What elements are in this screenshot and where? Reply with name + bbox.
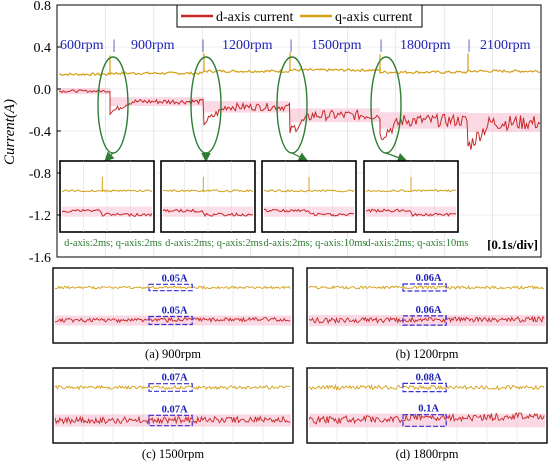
ripple-panel: 0.07A 0.07A (c) 1500rpm (52, 367, 294, 461)
y-tick-label: 0.4 (34, 41, 52, 56)
speed-label: 600rpm (60, 38, 104, 53)
zoom-inset-caption: d-axis:2ms; q-axis:10ms (366, 238, 469, 249)
zoom-inset-d-trace (263, 208, 355, 217)
ripple-label-d: 0.06A (416, 305, 442, 316)
ripple-panel-d-trace (308, 412, 545, 425)
speed-separator: | (380, 38, 383, 53)
zoom-inset: d-axis:2ms; q-axis:2ms (160, 160, 263, 249)
ripple-panel-d-band (309, 413, 545, 428)
legend: d-axis current q-axis current (176, 4, 423, 28)
ripple-label-q: 0.06A (416, 273, 442, 284)
ripple-panel-caption: (a) 900rpm (145, 347, 201, 361)
speed-separator: | (113, 38, 116, 53)
time-scale-label: [0.1s/div] (487, 237, 538, 252)
ripple-label-d: 0.1A (418, 404, 439, 415)
ripple-box-d (402, 414, 447, 427)
zoom-inset-q-trace (62, 189, 153, 193)
zoom-inset: d-axis:2ms; q-axis:10ms (363, 160, 469, 249)
ripple-panel: 0.06A 0.06A (b) 1200rpm (306, 267, 548, 361)
y-axis-ticks: 0.8 0.4 0.0 -0.4 -0.8 -1.2 -1.6 (29, 0, 61, 266)
speed-labels: 600rpm 900rpm 1200rpm 1500rpm 1800rpm 2100rpm… (60, 38, 531, 53)
zoom-inset-d-trace (162, 208, 254, 218)
zoom-inset-d-trace (365, 208, 457, 217)
legend-label-d-axis: d-axis current (216, 10, 293, 25)
zoom-inset-q-trace (365, 189, 457, 193)
ripple-panel-q-trace (54, 285, 291, 290)
zoom-inset-q-trace (162, 189, 254, 193)
zoom-inset: d-axis:2ms; q-axis:10ms (261, 160, 367, 249)
ripple-label-q: 0.08A (416, 372, 442, 383)
y-tick-label: -1.2 (29, 209, 51, 224)
ripple-panel-q-trace (308, 285, 545, 290)
ripple-box-d (148, 315, 193, 326)
ripple-panel-d-trace (308, 315, 545, 325)
zoom-inset: d-axis:2ms; q-axis:2ms (59, 160, 162, 249)
zoom-inset-d-trace (61, 208, 153, 218)
y-tick-label: -0.8 (29, 167, 51, 182)
ripple-label-d: 0.07A (162, 404, 188, 415)
zoom-inset-caption: d-axis:2ms; q-axis:2ms (64, 238, 162, 249)
y-tick-label: 0.8 (34, 0, 52, 14)
d-axis-noise-band (59, 87, 540, 133)
speed-label: 1800rpm (400, 38, 451, 53)
series-layer (58, 52, 541, 150)
d-axis-current-line (58, 89, 541, 150)
ripple-panel-d-trace (54, 316, 291, 324)
main-plot: 600rpm 900rpm 1200rpm 1500rpm 1800rpm 2100rpm… (2, 0, 542, 266)
ripple-panel-caption: (c) 1500rpm (142, 447, 204, 461)
ripple-panel-caption: (d) 1800rpm (396, 447, 459, 461)
zoom-arrow (104, 151, 115, 162)
speed-separator: | (468, 38, 471, 53)
speed-label: 1500rpm (311, 38, 362, 53)
ripple-panel-q-trace (54, 384, 291, 391)
zoom-arrow (291, 152, 309, 162)
ripple-label-d: 0.05A (162, 306, 188, 317)
speed-separator: | (290, 38, 293, 53)
d-axis-band-shape (59, 87, 540, 133)
ripple-panel-d-band (55, 315, 291, 326)
ripple-box-d (402, 315, 447, 326)
ripple-box-q (402, 283, 447, 292)
speed-label: 900rpm (131, 38, 175, 53)
legend-box (176, 4, 423, 28)
speed-label: 1200rpm (222, 38, 273, 53)
zoom-ellipses (97, 56, 408, 163)
zoom-arrow (385, 152, 408, 163)
y-tick-label: 0.0 (34, 83, 52, 98)
y-tick-label: -0.4 (29, 125, 51, 140)
ripple-box-q (148, 283, 193, 292)
speed-label: 2100rpm (480, 38, 531, 53)
ripple-panel: 0.05A 0.05A (a) 900rpm (52, 267, 294, 361)
ripple-box-d (148, 414, 193, 427)
ripple-panel-caption: (b) 1200rpm (396, 347, 459, 361)
zoom-insets: d-axis:2ms; q-axis:2ms d-axis:2ms; q-axis… (59, 160, 469, 249)
zoom-inset-d-band (62, 206, 152, 217)
speed-separator: | (202, 38, 205, 53)
y-axis-label: Current(A) (2, 99, 18, 165)
q-axis-current-line (58, 67, 541, 77)
ripple-box-q (148, 383, 193, 392)
ripple-panel-d-band (55, 414, 291, 427)
ripple-panel-d-trace (54, 415, 291, 425)
ripple-label-q: 0.07A (162, 373, 188, 384)
zoom-inset-caption: d-axis:2ms; q-axis:2ms (165, 238, 263, 249)
zoom-inset-caption: d-axis:2ms; q-axis:10ms (264, 238, 367, 249)
y-tick-label: -1.6 (29, 251, 51, 266)
legend-label-q-axis: q-axis current (335, 10, 412, 25)
ripple-panel: 0.08A 0.1A (d) 1800rpm (306, 367, 548, 461)
ripple-panels: 0.05A 0.05A (a) 900rpm 0.06A 0.06A (b) 1200rp… (52, 267, 548, 461)
zoom-inset-d-band (163, 206, 253, 217)
ripple-panel-q-trace (308, 383, 545, 391)
ripple-box-q (402, 382, 447, 393)
ripple-label-q: 0.05A (162, 273, 188, 284)
